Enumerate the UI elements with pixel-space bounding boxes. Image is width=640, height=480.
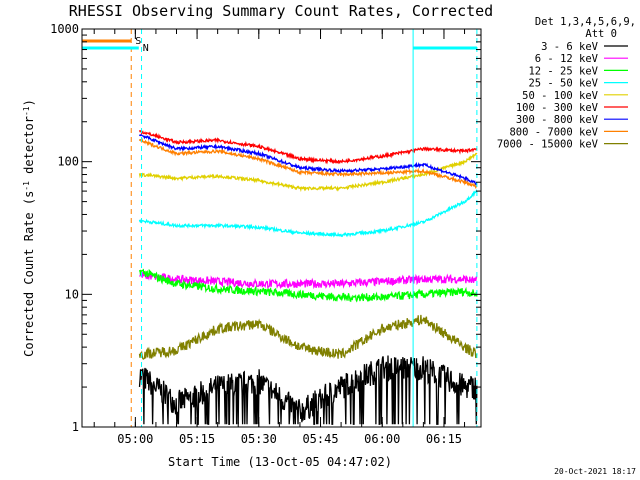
y-tick-label-2: 100 [57,155,79,169]
legend-label-2: 12 - 25 keV [528,65,598,77]
x-tick-label-3: 05:45 [302,432,338,446]
series-line-7 [138,137,477,190]
series-line-5 [138,130,478,165]
series-line-2 [138,268,478,303]
series-line-3 [138,188,478,238]
series-line-4 [138,152,478,193]
marker-label-n: N [143,43,149,54]
footer-date: 20-Oct-2021 18:17 [554,467,636,476]
axes: 1 10 100 1000 05:00 05:15 05:30 05:45 06:00 06:15 [50,22,481,446]
legend-label-0: 3 - 6 keV [541,41,599,53]
legend-label-6: 300 - 800 keV [516,114,599,126]
legend-header-line1: Det 1,3,4,5,6,9, [535,16,636,28]
x-axis-label: Start Time (13-Oct-05 04:47:02) [168,455,392,469]
y-axis-label: Corrected Count Rate (s-1 detector-1) [22,99,37,357]
series-line-8 [138,314,478,360]
x-tick-label-5: 06:15 [426,432,462,446]
x-tick-label-4: 06:00 [364,432,400,446]
legend-label-8: 7000 - 15000 keV [497,139,599,151]
x-tick-label-1: 05:15 [179,432,215,446]
plot-area: SN [82,29,478,427]
y-tick-label-1: 10 [65,287,79,301]
plot-frame [81,28,482,428]
y-tick-label-0: 1 [72,420,79,434]
series-line-0 [138,355,478,425]
legend-label-4: 50 - 100 keV [522,90,599,102]
y-tick-label-3: 1000 [50,22,79,36]
legend-header-line2: Att 0 [585,28,617,40]
x-tick-label-2: 05:30 [241,432,277,446]
legend-label-7: 800 - 7000 keV [509,126,598,138]
legend-label-1: 6 - 12 keV [535,53,599,65]
legend-label-3: 25 - 50 keV [528,78,598,90]
chart-title: RHESSI Observing Summary Count Rates, Co… [69,2,493,20]
x-tick-label-0: 05:00 [117,432,153,446]
legend-label-5: 100 - 300 keV [516,102,599,114]
series-line-1 [139,271,478,290]
marker-label-s: S [135,36,141,47]
series-line-6 [138,133,478,186]
